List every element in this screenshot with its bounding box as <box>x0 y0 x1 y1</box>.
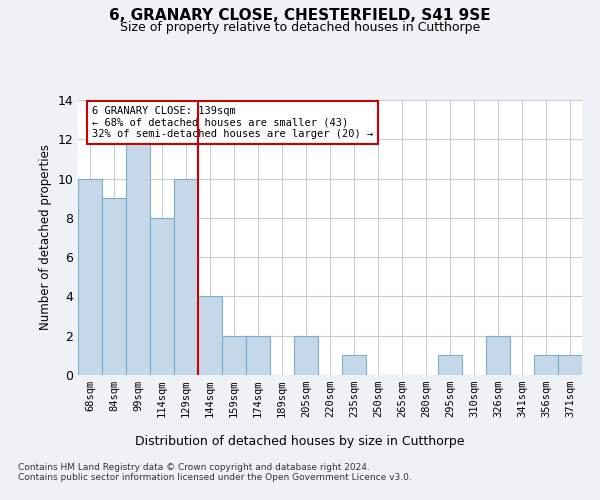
Text: Size of property relative to detached houses in Cutthorpe: Size of property relative to detached ho… <box>120 21 480 34</box>
Bar <box>486 336 510 375</box>
Bar <box>342 356 366 375</box>
Bar <box>438 356 462 375</box>
Bar <box>150 218 174 375</box>
Bar <box>198 296 222 375</box>
Bar <box>174 178 198 375</box>
Bar <box>534 356 558 375</box>
Text: Distribution of detached houses by size in Cutthorpe: Distribution of detached houses by size … <box>135 435 465 448</box>
Bar <box>222 336 246 375</box>
Y-axis label: Number of detached properties: Number of detached properties <box>39 144 52 330</box>
Text: 6, GRANARY CLOSE, CHESTERFIELD, S41 9SE: 6, GRANARY CLOSE, CHESTERFIELD, S41 9SE <box>109 8 491 22</box>
Bar <box>558 356 582 375</box>
Text: 6 GRANARY CLOSE: 139sqm
← 68% of detached houses are smaller (43)
32% of semi-de: 6 GRANARY CLOSE: 139sqm ← 68% of detache… <box>92 106 373 139</box>
Text: Contains HM Land Registry data © Crown copyright and database right 2024.
Contai: Contains HM Land Registry data © Crown c… <box>18 462 412 482</box>
Bar <box>102 198 126 375</box>
Bar <box>294 336 318 375</box>
Bar <box>246 336 270 375</box>
Bar <box>78 178 102 375</box>
Bar <box>126 140 150 375</box>
